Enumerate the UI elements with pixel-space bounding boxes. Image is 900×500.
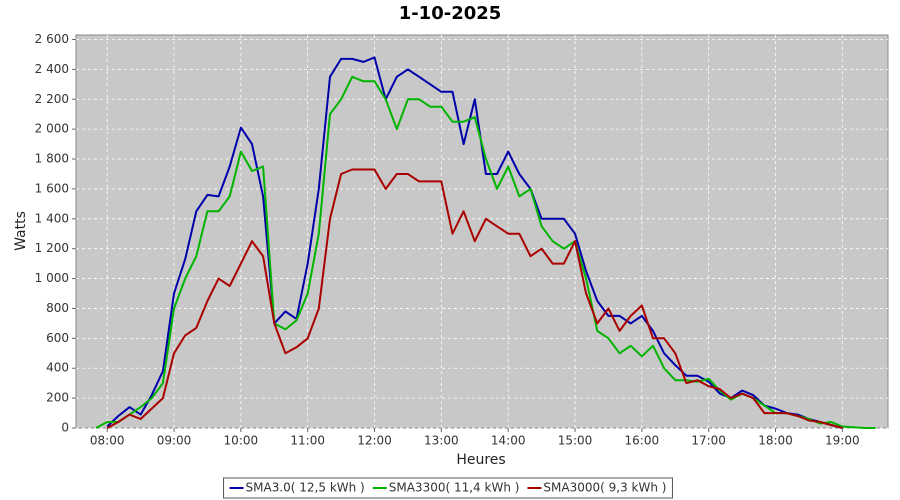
x-tick-label: 09:00 xyxy=(157,434,192,448)
x-tick-label: 08:00 xyxy=(90,434,125,448)
plot-area xyxy=(75,34,889,429)
x-tick-label: 14:00 xyxy=(491,434,526,448)
y-tick-label: 800 xyxy=(46,301,69,315)
x-tick-label: 19:00 xyxy=(825,434,860,448)
legend-label: SMA3300( 11,4 kWh ) xyxy=(389,481,520,495)
x-tick-label: 18:00 xyxy=(758,434,793,448)
y-tick-label: 2 600 xyxy=(35,32,69,46)
x-tick-label: 15:00 xyxy=(558,434,593,448)
y-tick-label: 1 600 xyxy=(35,181,69,195)
y-tick-label: 200 xyxy=(46,391,69,405)
y-tick-label: 2 000 xyxy=(35,122,69,136)
y-tick-label: 600 xyxy=(46,331,69,345)
x-tick-label: 11:00 xyxy=(290,434,325,448)
x-tick-label: 12:00 xyxy=(357,434,392,448)
chart-title: 1-10-2025 xyxy=(399,3,502,24)
x-axis-label: Heures xyxy=(456,452,505,468)
x-tick-label: 17:00 xyxy=(691,434,726,448)
x-tick-label: 13:00 xyxy=(424,434,459,448)
y-tick-label: 400 xyxy=(46,361,69,375)
y-tick-label: 1 200 xyxy=(35,241,69,255)
legend: SMA3.0( 12,5 kWh ) SMA3300( 11,4 kWh ) SMA… xyxy=(223,477,673,499)
legend-label: SMA3.0( 12,5 kWh ) xyxy=(246,481,365,495)
legend-box xyxy=(223,477,673,499)
x-tick-label: 10:00 xyxy=(224,434,259,448)
y-axis-label: Watts xyxy=(13,211,29,251)
y-tick-label: 0 xyxy=(61,421,69,435)
series-line xyxy=(106,56,843,429)
y-tick-label: 1 000 xyxy=(35,271,69,285)
y-tick-label: 2 400 xyxy=(35,62,69,76)
series-line xyxy=(106,168,843,429)
y-tick-label: 1 800 xyxy=(35,152,69,166)
legend-label: SMA3000( 9,3 kWh ) xyxy=(543,481,666,495)
y-tick-label: 2 200 xyxy=(35,92,69,106)
x-tick-label: 16:00 xyxy=(625,434,660,448)
y-tick-label: 1 400 xyxy=(35,211,69,225)
